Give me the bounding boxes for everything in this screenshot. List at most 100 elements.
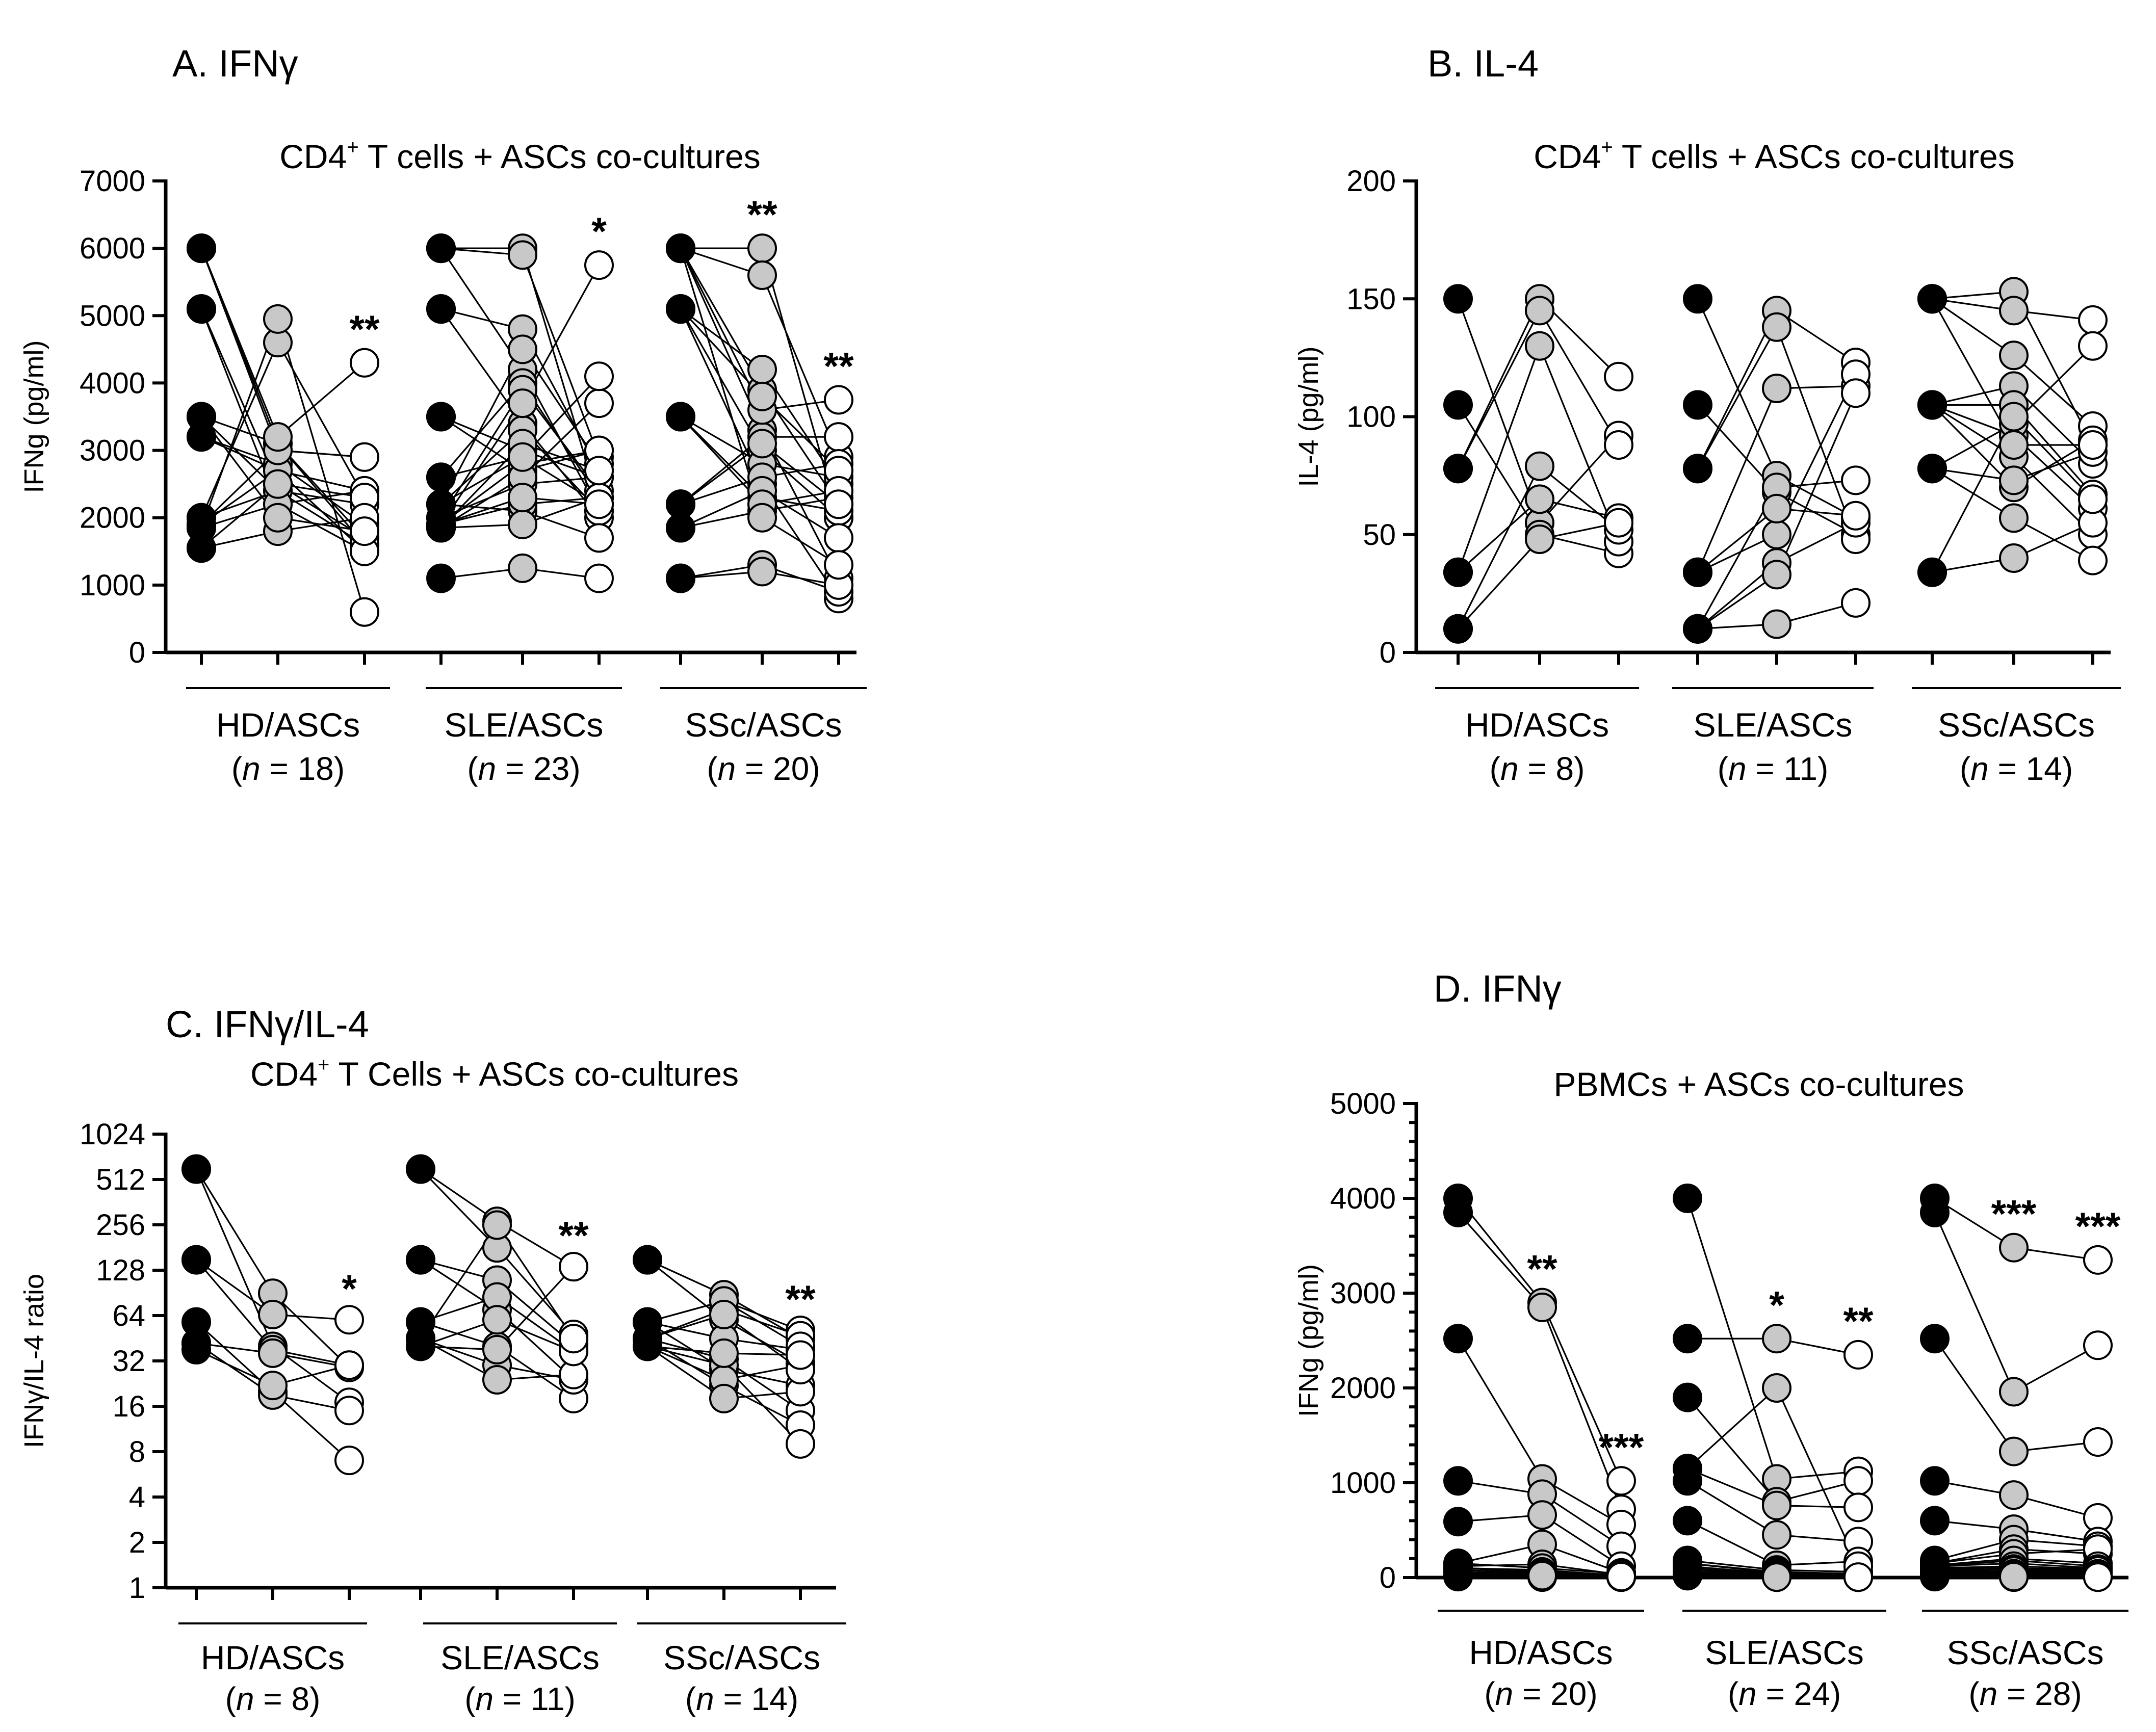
end-point xyxy=(584,489,614,519)
end-point xyxy=(2083,1427,2113,1457)
end-point xyxy=(2083,1562,2113,1592)
panel-a: A. IFNγ CD4+ T cells + ASCs co-cultures IF… xyxy=(19,42,867,787)
y-axis-label: IFNg (pg/ml) xyxy=(19,340,49,493)
mid-point xyxy=(709,1383,739,1413)
end-point xyxy=(2083,1245,2113,1275)
group-n-open: ( xyxy=(1960,750,1970,787)
end-point xyxy=(1841,465,1871,495)
subtitle-superscript: + xyxy=(318,1054,329,1076)
end-point xyxy=(1604,361,1633,391)
subtitle-superscript: + xyxy=(347,136,358,159)
end-point xyxy=(2078,545,2108,575)
end-point xyxy=(584,361,614,391)
group-hd-ascs: * HD/ASCs (n = 8) xyxy=(178,1154,367,1717)
baseline-point xyxy=(1673,1382,1702,1412)
y-tick-label: 512 xyxy=(96,1163,145,1196)
mid-point xyxy=(1525,484,1554,514)
group-n-open: ( xyxy=(1968,1675,1979,1712)
group-label: SLE/ASCs xyxy=(1694,706,1853,744)
mid-point xyxy=(1762,493,1791,523)
mid-point xyxy=(1999,1562,2029,1592)
end-point xyxy=(1606,1466,1636,1496)
mid-point xyxy=(1762,1373,1791,1403)
mid-point xyxy=(1762,519,1791,549)
group-n-value: = 8) xyxy=(1519,750,1585,787)
end-point xyxy=(1604,508,1633,538)
baseline-point xyxy=(1920,1466,1950,1496)
baseline-point xyxy=(1917,557,1947,587)
panel-title: B. IL-4 xyxy=(1427,42,1539,85)
group-n: (n = 28) xyxy=(1968,1675,2082,1712)
subtitle-prefix: PBMCs + ASCs co-cultures xyxy=(1553,1065,1964,1103)
baseline-point xyxy=(1683,390,1712,420)
baseline-point xyxy=(181,1154,211,1184)
y-tick-label: 2000 xyxy=(1330,1372,1396,1405)
mid-point xyxy=(508,334,537,364)
significance-stars: * xyxy=(342,1267,357,1310)
subtitle-rest: T cells + ASCs co-cultures xyxy=(359,138,761,175)
mid-point xyxy=(1762,1324,1791,1354)
baseline-point xyxy=(187,233,216,264)
mid-point xyxy=(1762,560,1791,590)
mid-point xyxy=(482,1210,512,1240)
baseline-point xyxy=(1920,1506,1950,1536)
group-n: (n = 24) xyxy=(1728,1675,1841,1712)
panel-subtitle: CD4+ T cells + ASCs co-cultures xyxy=(1534,136,2014,175)
end-point xyxy=(2078,484,2108,514)
mid-point xyxy=(1525,296,1554,326)
group-n-symbol: n xyxy=(696,1681,714,1717)
significance-stars: ** xyxy=(1527,1248,1557,1291)
mid-point xyxy=(1525,331,1554,361)
baseline-point xyxy=(1920,1562,1950,1592)
y-tick-label: 1000 xyxy=(80,569,145,602)
significance-stars: *** xyxy=(1599,1426,1644,1469)
group-n-value: = 24) xyxy=(1757,1675,1841,1712)
end-point xyxy=(2078,430,2108,460)
group-n-symbol: n xyxy=(476,1681,494,1717)
group-n-open: ( xyxy=(1728,1675,1738,1712)
y-tick-label: 200 xyxy=(1346,165,1396,198)
baseline-point xyxy=(1443,284,1473,314)
mid-point xyxy=(508,240,537,270)
baseline-point xyxy=(1443,1507,1473,1537)
baseline-point xyxy=(666,563,695,593)
group-ssc-ascs: SSc/ASCs (n = 14) xyxy=(1912,277,2121,787)
y-tick-label: 1024 xyxy=(80,1118,145,1151)
end-point xyxy=(1841,501,1871,531)
subtitle-rest: T cells + ASCs co-cultures xyxy=(1613,138,2015,175)
group-ssc-ascs: ** SSc/ASCs (n = 14) xyxy=(633,1245,846,1717)
mid-point xyxy=(1999,1480,2029,1510)
mid-point xyxy=(1999,340,2029,371)
baseline-point xyxy=(426,294,456,324)
y-tick-label: 1 xyxy=(129,1571,145,1605)
group-n-value: = 18) xyxy=(261,750,345,787)
baseline-point xyxy=(1443,454,1473,484)
mid-point xyxy=(747,503,777,533)
group-n: (n = 8) xyxy=(1490,750,1585,787)
baseline-point xyxy=(426,509,456,539)
y-tick-label: 1000 xyxy=(1330,1466,1396,1500)
y-tick-label: 7000 xyxy=(80,165,145,198)
mid-point xyxy=(1762,609,1791,639)
end-point xyxy=(584,563,614,593)
significance-stars: *** xyxy=(1991,1193,2037,1236)
group-sle-ascs: * SLE/ASCs (n = 23) xyxy=(426,210,622,787)
mid-point xyxy=(1762,1520,1791,1550)
group-n-open: ( xyxy=(685,1681,696,1717)
y-tick-label: 4000 xyxy=(1330,1182,1396,1215)
group-n-symbol: n xyxy=(1495,1675,1514,1712)
mid-point xyxy=(709,1338,739,1368)
baseline-point xyxy=(1443,1324,1473,1354)
end-point xyxy=(824,523,853,553)
baseline-point xyxy=(1683,614,1712,644)
significance-stars: ** xyxy=(1843,1300,1874,1343)
mid-point xyxy=(1762,1490,1791,1520)
group-label: SSc/ASCs xyxy=(663,1639,820,1676)
baseline-point xyxy=(1920,1197,1950,1227)
baseline-point xyxy=(633,1245,662,1275)
baseline-point xyxy=(666,233,695,264)
baseline-point xyxy=(1673,1454,1702,1484)
mid-point xyxy=(258,1300,288,1330)
mid-point xyxy=(1999,1377,2029,1407)
y-tick-label: 2000 xyxy=(80,502,145,535)
